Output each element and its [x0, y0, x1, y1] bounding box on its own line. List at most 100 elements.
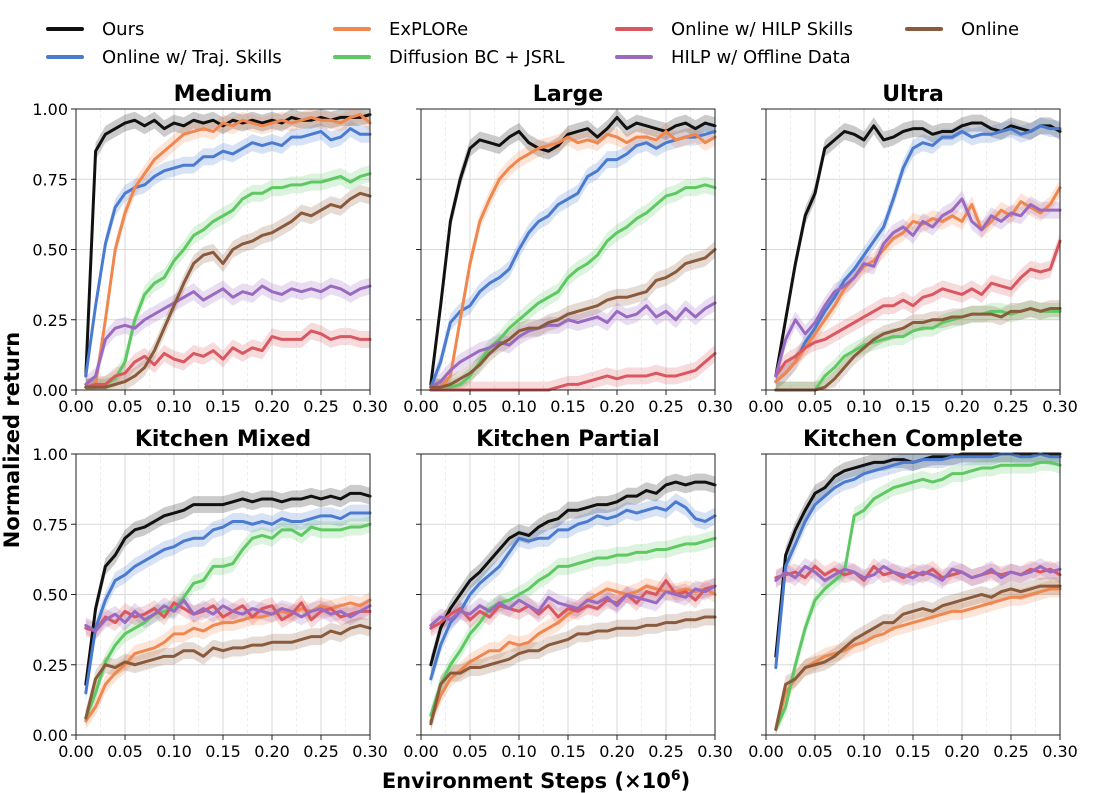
x-tick-label: 0.15: [205, 397, 241, 416]
series-line-online: [429, 615, 717, 726]
grid: [766, 454, 1060, 735]
x-tick-label: 0.15: [550, 397, 586, 416]
legend-swatch: [46, 55, 84, 59]
series-line-ours: [429, 480, 717, 667]
series-band-ours: [430, 473, 715, 674]
legend-item-online-traj-skills: Online w/ Traj. Skills: [46, 44, 282, 70]
series-line-online-w-traj-skills: [429, 129, 717, 389]
x-tick-label: 0.30: [697, 397, 733, 416]
legend-swatch: [333, 27, 371, 31]
series-line-hilp-w-offline-data: [429, 301, 717, 389]
series-line-explore: [84, 598, 372, 723]
x-tick-label: 0.25: [993, 742, 1029, 761]
x-tick-label: 0.20: [944, 742, 980, 761]
x-tick-label: 0.10: [156, 742, 192, 761]
x-tick-label: 0.30: [1042, 397, 1078, 416]
x-tick-label: 0.10: [501, 742, 537, 761]
x-tick-label: 0.05: [107, 397, 143, 416]
x-axis-label-main: Environment Steps (×10: [381, 769, 671, 793]
legend-swatch: [333, 55, 371, 59]
series-band-online-w-hilp-skills: [430, 345, 715, 390]
x-tick-label: 0.00: [748, 742, 784, 761]
panel-title: Kitchen Complete: [803, 427, 1023, 452]
series-band-explore: [775, 179, 1060, 390]
x-tick-label: 0.05: [452, 742, 488, 761]
legend-swatch: [615, 55, 653, 59]
y-tick-label: 0.00: [32, 381, 68, 400]
series-line-ours: [774, 121, 1062, 378]
series-line-online-w-traj-skills: [774, 124, 1062, 384]
x-tick-label: 0.25: [993, 397, 1029, 416]
legend-label: Online: [961, 18, 1020, 40]
x-tick-label: 0.10: [501, 397, 537, 416]
x-tick-label: 0.30: [352, 397, 388, 416]
x-tick-label: 0.05: [797, 742, 833, 761]
x-tick-label: 0.00: [748, 397, 784, 416]
y-tick-label: 0.00: [32, 726, 68, 745]
x-tick-label: 0.25: [648, 742, 684, 761]
legend-swatch: [905, 27, 943, 31]
panel-title: Kitchen Partial: [476, 427, 660, 452]
x-tick-label: 0.00: [403, 742, 439, 761]
y-tick-label: 0.25: [32, 656, 68, 675]
series-band-online: [85, 184, 371, 390]
series-band-ours: [85, 484, 371, 693]
legend-item-online: Online: [905, 16, 1019, 42]
series-band-diffusion-bc-jsrl: [430, 529, 715, 724]
series-line-online: [84, 623, 372, 720]
series-line-diffusion-bc-jsrl: [429, 536, 717, 717]
panel-large: 0.00 0.05 0.10 0.15 0.20 0.25 0.30 Large: [403, 82, 733, 416]
series-line-hilp-w-offline-data: [774, 564, 1062, 582]
x-tick-label: 0.20: [944, 397, 980, 416]
x-tick-label: 0.30: [1042, 742, 1078, 761]
panel-title: Large: [533, 82, 603, 107]
legend-item-diffusion-bc-jsrl: Diffusion BC + JSRL: [333, 44, 565, 70]
y-axis-label: Normalized return: [0, 331, 24, 549]
x-tick-label: 0.30: [352, 742, 388, 761]
series-line-hilp-w-offline-data: [84, 598, 372, 633]
legend-label: ExPLORe: [389, 18, 469, 40]
legend-label: Ours: [102, 18, 145, 40]
grid: [76, 109, 370, 390]
x-tick-label: 0.25: [303, 742, 339, 761]
series-line-diffusion-bc-jsrl: [84, 522, 372, 720]
legend-item-hilp-offline-data: HILP w/ Offline Data: [615, 44, 851, 70]
x-tick-label: 0.20: [254, 397, 290, 416]
series-line-online: [84, 191, 372, 389]
x-tick-label: 0.15: [895, 742, 931, 761]
series-line-explore: [84, 113, 372, 389]
series-line-online: [429, 248, 717, 389]
series-band-online-w-hilp-skills: [775, 232, 1060, 385]
x-tick-label: 0.00: [58, 742, 94, 761]
series-band-online: [85, 616, 371, 727]
series-line-online: [774, 307, 1062, 392]
x-tick-label: 0.15: [550, 742, 586, 761]
series-band-ours: [85, 109, 371, 385]
series-line-ours: [429, 115, 717, 386]
series-line-explore: [774, 587, 1062, 731]
panel-kitchen-complete: 0.00 0.05 0.10 0.15 0.20 0.25 0.30 Kitchen Comp…: [748, 427, 1078, 761]
panel-kitchen-mixed: 0.00 0.05 0.10 0.15 0.20 0.25 0.30 0.00 0.25 0.50…: [32, 427, 387, 761]
series-band-diffusion-bc-jsrl: [85, 515, 371, 727]
legend-label: Online w/ Traj. Skills: [102, 46, 282, 68]
panel-medium: 0.00 0.05 0.10 0.15 0.20 0.25 0.30 0.00 0.25 0.50…: [32, 82, 387, 416]
legend: Ours Online w/ Traj. Skills ExPLORe Diff…: [0, 0, 1100, 80]
series-line-online-w-hilp-skills: [429, 578, 717, 630]
x-tick-label: 0.20: [599, 397, 635, 416]
x-tick-label: 0.30: [697, 742, 733, 761]
x-tick-label: 0.10: [156, 397, 192, 416]
series-line-ours: [84, 491, 372, 686]
grid: [421, 454, 715, 735]
series-line-online-w-traj-skills: [429, 500, 717, 681]
x-tick-label: 0.05: [452, 397, 488, 416]
panel-title: Ultra: [882, 82, 944, 107]
grid: [76, 454, 370, 735]
series-band-hilp-w-offline-data: [85, 277, 371, 390]
legend-item-online-hilp-skills: Online w/ HILP Skills: [615, 16, 853, 42]
x-tick-label: 0.00: [58, 397, 94, 416]
series-line-online-w-hilp-skills: [84, 329, 372, 389]
legend-item-explore: ExPLORe: [333, 16, 468, 42]
series-line-explore: [429, 129, 717, 389]
legend-item-ours: Ours: [46, 16, 144, 42]
